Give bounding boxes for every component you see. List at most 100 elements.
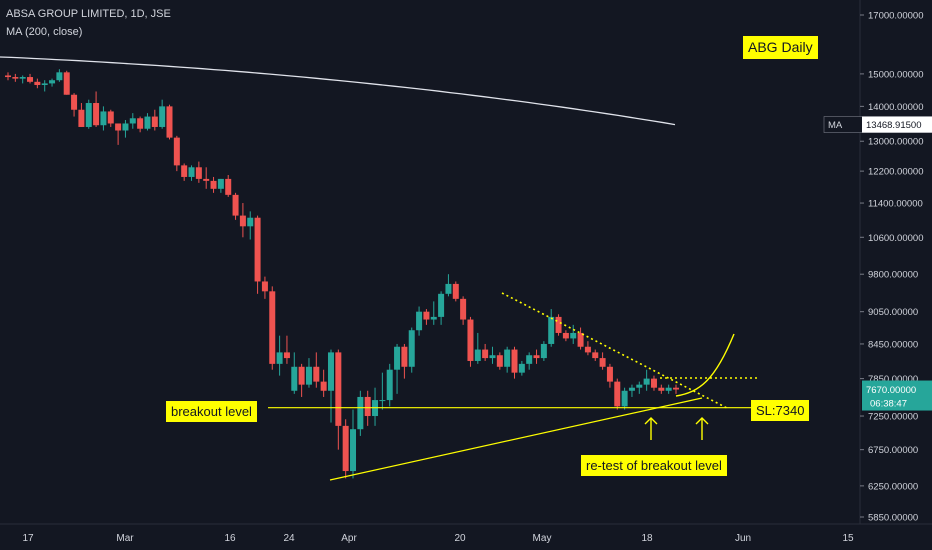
candle-body <box>210 180 217 189</box>
candle-body <box>225 178 232 195</box>
candle <box>247 211 254 240</box>
retest-arrow-head <box>644 417 658 425</box>
candle <box>239 203 246 238</box>
price-tags: MA 13468.91500 7670.00000 06:38:47 <box>823 116 932 411</box>
price-tick-label: 12200.00000 <box>868 167 923 178</box>
candle <box>225 175 232 197</box>
candle-body <box>386 369 393 401</box>
candle-body <box>379 400 386 402</box>
price-tick-label: 17000.00000 <box>868 11 923 22</box>
candle <box>401 343 408 379</box>
ma-tag-label: MA <box>828 120 843 131</box>
candle-body <box>342 425 349 472</box>
candle <box>137 116 144 133</box>
candle-body <box>100 111 107 126</box>
candle-body <box>173 137 180 166</box>
price-tick-label: 10600.00000 <box>868 233 923 244</box>
candle-body <box>533 355 540 359</box>
candle-body <box>85 103 92 127</box>
retest-label: re-test of breakout level <box>581 455 727 476</box>
candle <box>592 349 599 361</box>
price-tick-label: 14000.00000 <box>868 102 923 113</box>
drawings <box>268 292 772 481</box>
time-axis[interactable]: 17 Mar 16 24 Apr 20 May 18 Jun 15 <box>22 533 854 544</box>
candle <box>100 106 107 131</box>
candle-body <box>313 366 320 382</box>
candle <box>261 276 268 299</box>
candle-body <box>445 283 452 294</box>
candle <box>254 215 261 294</box>
candle <box>496 352 503 370</box>
candle <box>298 363 305 397</box>
candle <box>34 78 41 89</box>
candle-body <box>261 281 268 292</box>
candle-body <box>416 311 423 331</box>
candle <box>636 381 643 394</box>
retest-arrow <box>644 417 658 440</box>
price-tick-label: 7850.00000 <box>868 374 918 385</box>
ma-200-line <box>0 56 676 126</box>
projection-curve <box>675 333 735 397</box>
candle <box>5 72 11 81</box>
candle-body <box>636 384 643 388</box>
candle-body <box>283 352 290 359</box>
candle-body <box>181 165 188 177</box>
candle-body <box>166 106 173 138</box>
candle <box>606 363 613 388</box>
candle-body <box>628 387 635 391</box>
candle <box>195 161 202 183</box>
price-tick-label: 15000.00000 <box>868 69 923 80</box>
candle-body <box>650 378 657 388</box>
price-tick-label: 6750.00000 <box>868 445 918 456</box>
candle-body <box>298 366 305 385</box>
candle <box>144 113 151 131</box>
candle-body <box>504 349 511 367</box>
breakout-level-label: breakout level <box>166 401 257 422</box>
ma-tag-value: 13468.91500 <box>866 120 921 131</box>
rising-trendline <box>329 397 703 481</box>
candle <box>320 369 327 397</box>
candle-body <box>357 396 364 430</box>
candle-body <box>5 75 11 78</box>
candle <box>313 352 320 388</box>
candle <box>19 75 26 84</box>
candle-body <box>188 167 195 177</box>
candle-body <box>305 366 312 385</box>
candle <box>533 349 540 364</box>
price-tick-label: 9050.00000 <box>868 307 918 318</box>
candle <box>650 375 657 391</box>
candle <box>12 73 19 82</box>
candle-body <box>12 77 19 79</box>
candle-body <box>423 311 430 320</box>
indicator-legend[interactable]: MA (200, close) <box>6 26 83 38</box>
candle <box>203 167 210 189</box>
time-tick-label: 24 <box>283 533 295 544</box>
candle <box>430 301 437 325</box>
price-axis[interactable]: 17000.00000 15000.00000 14000.00000 13000.0… <box>860 11 923 524</box>
candle <box>540 341 547 361</box>
price-tick-label: 8450.00000 <box>868 339 918 350</box>
candle-body <box>430 316 437 320</box>
candle <box>665 384 672 394</box>
candle <box>489 346 496 364</box>
candle <box>276 335 283 376</box>
candle-body <box>93 103 100 126</box>
candle <box>63 70 70 95</box>
price-tick-label: 13000.00000 <box>868 137 923 148</box>
candle-body <box>254 217 261 282</box>
candle <box>78 103 85 127</box>
symbol-title: ABSA GROUP LIMITED, 1D, JSE <box>6 8 171 20</box>
candle <box>577 327 584 350</box>
candle-body <box>570 332 577 339</box>
candle <box>526 352 533 370</box>
candle <box>548 309 555 347</box>
time-tick-label: 20 <box>454 533 466 544</box>
candle-body <box>408 330 415 367</box>
candle-body <box>239 215 246 227</box>
candle-body <box>276 352 283 364</box>
candle-body <box>452 283 459 299</box>
last-price-tag <box>862 380 932 411</box>
time-tick-label: Apr <box>341 533 357 544</box>
